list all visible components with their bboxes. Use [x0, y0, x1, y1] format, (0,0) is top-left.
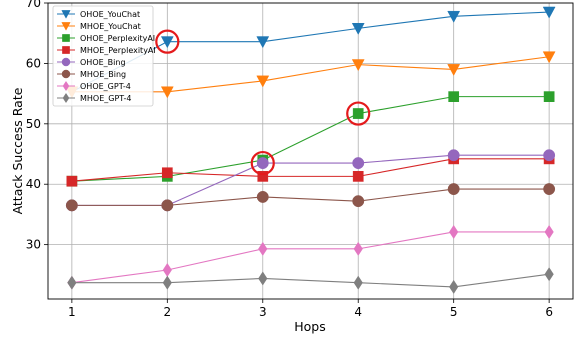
y-tick-label: 50: [26, 117, 41, 131]
series-line-mhoe-gpt-4: [71, 273, 550, 288]
data-point-ohoe-perplexityai: [543, 91, 555, 102]
series-line-mhoe-perplexityai: [71, 158, 550, 182]
x-tick-label: 5: [450, 305, 458, 319]
data-point-ohoe-gpt-4: [544, 224, 554, 240]
data-point-mhoe-bing: [352, 195, 365, 208]
y-axis-title: Attack Success Rate: [10, 87, 25, 214]
data-point-mhoe-bing: [161, 199, 174, 212]
data-point-mhoe-gpt-4: [449, 279, 459, 294]
data-point-mhoe-perplexityai: [66, 175, 78, 187]
legend-marker-ohoe-perplexityai: [62, 34, 70, 42]
data-point-mhoe-gpt-4: [544, 267, 554, 282]
data-point-mhoe-perplexityai: [352, 171, 364, 182]
legend-label-ohoe-youchat: OHOE_YouChat: [80, 10, 140, 19]
annotations: [155, 29, 371, 176]
legend-marker-mhoe-youchat: [61, 22, 71, 31]
data-point-ohoe-youchat: [256, 36, 270, 49]
data-point-ohoe-bing: [256, 157, 269, 170]
data-point-mhoe-youchat: [542, 51, 556, 64]
x-tick-label: 1: [68, 305, 76, 319]
legend-marker-ohoe-bing: [61, 57, 71, 67]
x-tick-label: 4: [354, 305, 362, 319]
data-point-mhoe-youchat: [447, 64, 461, 76]
legend: OHOE_YouChat MHOE_YouChat OHOE_PerplexityA…: [52, 5, 156, 107]
data-point-mhoe-gpt-4: [67, 275, 77, 290]
data-point-mhoe-perplexityai: [257, 171, 269, 182]
x-axis-title: Hops: [294, 319, 326, 334]
highlight-circle: [155, 29, 180, 54]
highlight-circle: [346, 101, 371, 126]
data-point-mhoe-bing: [65, 199, 78, 212]
data-point-mhoe-bing: [543, 183, 556, 196]
data-point-mhoe-bing: [447, 183, 460, 196]
legend-marker-mhoe-gpt-4: [62, 92, 70, 104]
highlight-circle: [250, 150, 275, 176]
data-point-mhoe-youchat: [351, 59, 365, 72]
data-point-ohoe-youchat: [542, 6, 556, 19]
data-point-mhoe-gpt-4: [162, 275, 172, 290]
data-point-ohoe-youchat: [351, 23, 365, 35]
data-point-ohoe-perplexityai: [352, 108, 364, 119]
data-point-mhoe-gpt-4: [258, 271, 268, 286]
x-tick-label: 3: [259, 305, 267, 319]
data-point-ohoe-youchat: [447, 10, 461, 23]
x-tick-label: 6: [545, 305, 553, 319]
legend-label-mhoe-gpt-4: MHOE_GPT-4: [80, 94, 131, 103]
data-point-mhoe-gpt-4: [353, 275, 363, 290]
legend-label-mhoe-youchat: MHOE_YouChat: [80, 22, 141, 31]
legend-label-ohoe-gpt-4: OHOE_GPT-4: [80, 82, 131, 91]
series-line-ohoe-perplexityai: [71, 96, 550, 182]
data-point-mhoe-perplexityai: [161, 167, 173, 179]
data-point-ohoe-bing: [543, 149, 556, 162]
legend-label-mhoe-bing: MHOE_Bing: [80, 70, 126, 79]
data-point-mhoe-youchat: [256, 75, 270, 88]
series-line-mhoe-bing: [71, 188, 550, 206]
y-tick-label: 30: [26, 238, 41, 252]
legend-label-ohoe-bing: OHOE_Bing: [80, 58, 126, 67]
legend-label-mhoe-perplexityai: MHOE_PerplexityAI: [80, 46, 156, 55]
x-tick-label: 2: [163, 305, 171, 319]
series-lines: [71, 11, 550, 288]
y-tick-label: 40: [26, 177, 41, 191]
data-point-ohoe-youchat: [160, 36, 174, 49]
legend-label-ohoe-perplexityai: OHOE_PerplexityAI: [80, 34, 155, 43]
legend-marker-mhoe-bing: [61, 69, 71, 79]
data-point-mhoe-bing: [256, 190, 269, 203]
data-point-ohoe-bing: [447, 149, 460, 162]
data-point-ohoe-bing: [352, 157, 365, 170]
data-point-mhoe-youchat: [160, 86, 174, 99]
y-tick-label: 70: [26, 0, 41, 10]
data-point-ohoe-perplexityai: [448, 91, 460, 102]
legend-marker-mhoe-perplexityai: [62, 46, 70, 54]
data-point-ohoe-gpt-4: [258, 241, 268, 256]
series-line-ohoe-gpt-4: [71, 231, 550, 284]
plot-frame: [47, 2, 574, 300]
legend-marker-ohoe-gpt-4: [62, 80, 70, 92]
y-tick-label: 60: [26, 56, 41, 70]
x-axis: 1 2 3 4 5 6: [68, 299, 553, 319]
legend-marker-ohoe-youchat: [61, 10, 71, 19]
data-point-ohoe-gpt-4: [449, 224, 459, 240]
legend-box: [52, 5, 154, 107]
y-axis: 30 40 50 60 70: [26, 0, 48, 252]
data-point-ohoe-gpt-4: [353, 241, 363, 256]
